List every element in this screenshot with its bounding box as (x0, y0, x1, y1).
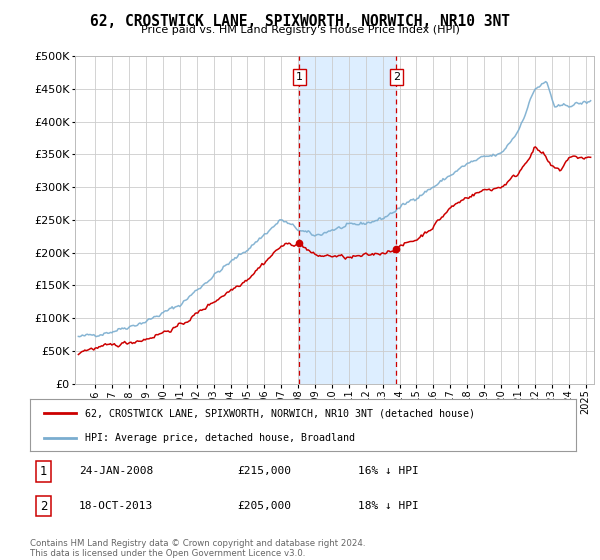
Text: 62, CROSTWICK LANE, SPIXWORTH, NORWICH, NR10 3NT: 62, CROSTWICK LANE, SPIXWORTH, NORWICH, … (90, 14, 510, 29)
Text: Price paid vs. HM Land Registry's House Price Index (HPI): Price paid vs. HM Land Registry's House … (140, 25, 460, 35)
Text: £215,000: £215,000 (238, 466, 292, 477)
Text: 16% ↓ HPI: 16% ↓ HPI (358, 466, 418, 477)
Text: 24-JAN-2008: 24-JAN-2008 (79, 466, 154, 477)
Text: Contains HM Land Registry data © Crown copyright and database right 2024.
This d: Contains HM Land Registry data © Crown c… (30, 539, 365, 558)
Text: 18-OCT-2013: 18-OCT-2013 (79, 501, 154, 511)
Bar (299, 56, 396, 384)
Text: HPI: Average price, detached house, Broadland: HPI: Average price, detached house, Broa… (85, 433, 355, 443)
Text: 1: 1 (40, 465, 47, 478)
Text: 2: 2 (392, 72, 400, 82)
Text: 62, CROSTWICK LANE, SPIXWORTH, NORWICH, NR10 3NT (detached house): 62, CROSTWICK LANE, SPIXWORTH, NORWICH, … (85, 408, 475, 418)
Text: 2: 2 (40, 500, 47, 513)
Text: 18% ↓ HPI: 18% ↓ HPI (358, 501, 418, 511)
Text: £205,000: £205,000 (238, 501, 292, 511)
Text: 1: 1 (296, 72, 303, 82)
